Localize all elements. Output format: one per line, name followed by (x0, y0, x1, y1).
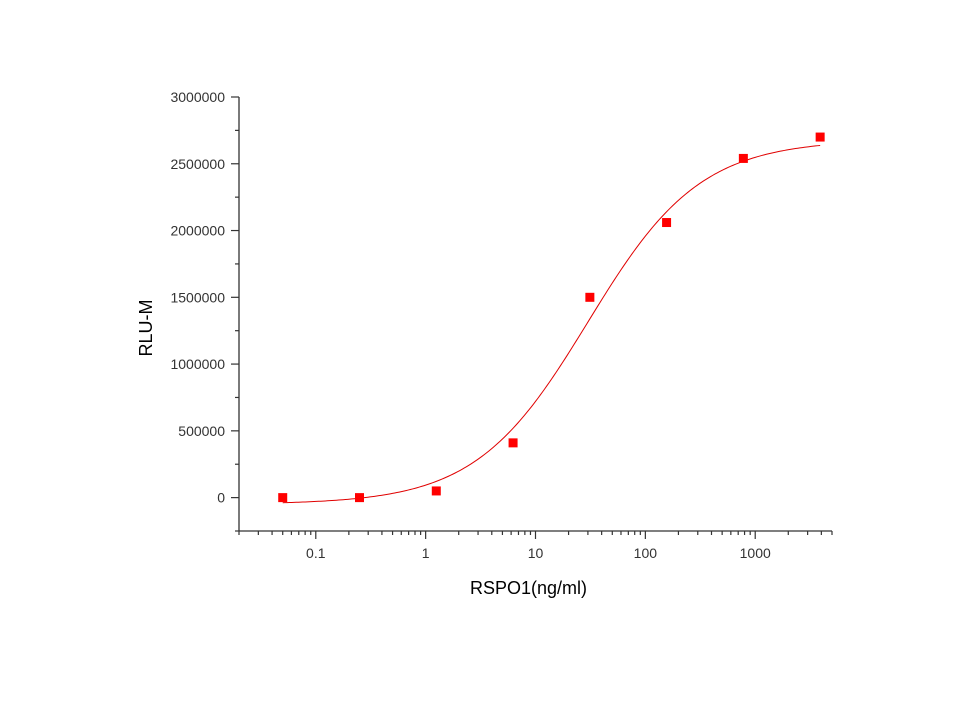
data-points (278, 132, 825, 503)
data-point (815, 132, 825, 142)
x-tick-label: 0.1 (306, 545, 326, 561)
y-tick-label: 0 (217, 490, 225, 506)
y-tick-label: 1500000 (170, 289, 225, 305)
y-axis-title: RLU-M (136, 300, 156, 357)
x-tick-label: 1 (422, 545, 430, 561)
x-tick-label: 1000 (740, 545, 771, 561)
y-axis-ticks: 0 500000 1000000 1500000 2000000 2500000 30000… (170, 89, 239, 532)
y-tick-label: 2500000 (170, 156, 225, 172)
y-tick-label: 500000 (178, 423, 225, 439)
x-tick-label: 100 (634, 545, 658, 561)
data-point (508, 438, 518, 448)
data-point (278, 493, 288, 503)
y-tick-label: 1000000 (170, 356, 225, 372)
y-tick-label: 3000000 (170, 89, 225, 105)
y-tick-label: 2000000 (170, 223, 225, 239)
data-point (431, 486, 441, 496)
x-axis-title: RSPO1(ng/ml) (470, 578, 587, 598)
data-point (662, 218, 672, 228)
data-point (738, 153, 748, 163)
data-point (585, 292, 595, 302)
x-axis-ticks: 0.1 1 10 100 1000 (238, 531, 833, 561)
data-point (355, 493, 365, 503)
x-tick-label: 10 (528, 545, 544, 561)
fit-curve (282, 144, 821, 504)
